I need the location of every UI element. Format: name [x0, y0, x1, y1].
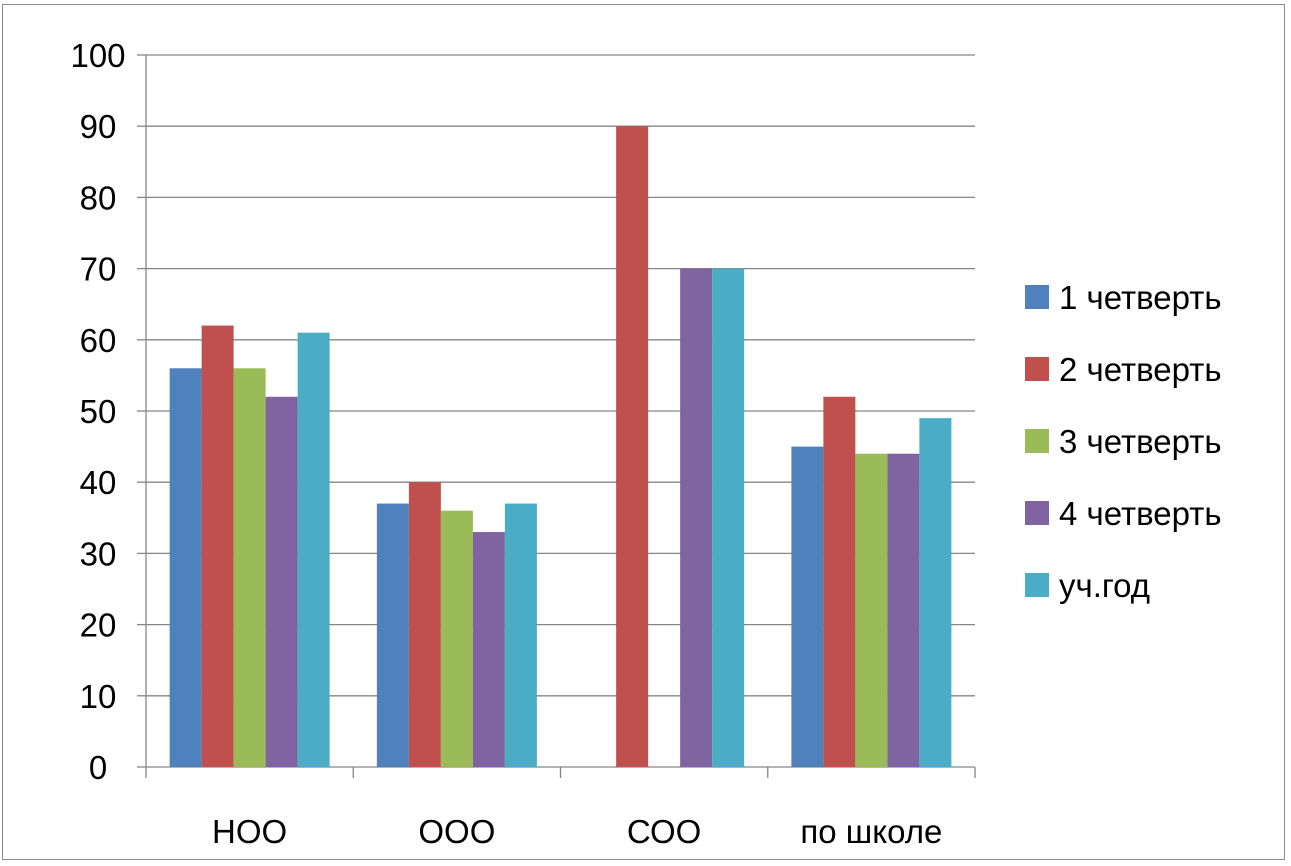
y-tick-label: 90 [80, 108, 117, 145]
bar-3-4 [680, 268, 713, 767]
bar-1-1 [169, 368, 202, 767]
bar-4-5 [919, 418, 952, 767]
x-tick-label: по школе [800, 813, 942, 850]
y-tick-label: 40 [80, 464, 117, 501]
y-tick-label: 10 [80, 678, 117, 715]
y-tick-label: 60 [80, 322, 117, 359]
y-tick-label: 50 [80, 393, 117, 430]
y-tick-label: 30 [80, 535, 117, 572]
bar-4-2 [823, 396, 856, 767]
legend-label: 4 четверть [1059, 495, 1222, 532]
bar-1-5 [297, 332, 330, 767]
legend-item: 4 четверть [1025, 495, 1222, 532]
legend-swatch [1025, 285, 1049, 309]
legend-item: 3 четверть [1025, 423, 1222, 460]
x-tick-label: ООО [418, 813, 495, 850]
legend-item: уч.год [1025, 567, 1150, 604]
legend-swatch [1025, 429, 1049, 453]
legend-label: 3 четверть [1059, 423, 1222, 460]
bar-2-1 [376, 503, 409, 767]
legend: 1 четверть 2 четверть 3 четверть 4 четверть… [1025, 279, 1222, 604]
y-tick-label: 100 [70, 37, 125, 74]
bars [169, 126, 952, 767]
bar-1-4 [265, 396, 298, 767]
bar-1-3 [233, 368, 266, 767]
bar-2-3 [440, 510, 473, 767]
y-tick-labels: 0 10 20 30 40 50 60 70 80 90 100 [70, 37, 125, 786]
y-tick-label: 0 [89, 749, 107, 786]
x-tick-label: СОО [627, 813, 701, 850]
legend-item: 2 четверть [1025, 351, 1222, 388]
bar-2-5 [504, 503, 537, 767]
legend-label: 2 четверть [1059, 351, 1222, 388]
legend-label: уч.год [1059, 567, 1150, 604]
bar-4-1 [791, 446, 824, 767]
y-tick-label: 80 [80, 179, 117, 216]
legend-swatch [1025, 357, 1049, 381]
bar-3-2 [616, 126, 649, 767]
legend-swatch [1025, 501, 1049, 525]
legend-item: 1 четверть [1025, 279, 1222, 316]
bar-4-3 [855, 453, 888, 767]
x-tick-label: НОО [212, 813, 287, 850]
bar-3-5 [712, 268, 745, 767]
bar-2-4 [472, 532, 505, 767]
legend-label: 1 четверть [1059, 279, 1222, 316]
bar-4-4 [887, 453, 920, 767]
y-tick-label: 20 [80, 607, 117, 644]
y-tick-label: 70 [80, 251, 117, 288]
bar-2-2 [408, 482, 441, 767]
x-tick-labels: НОО ООО СОО по школе [212, 813, 942, 850]
legend-swatch [1025, 573, 1049, 597]
bar-1-2 [201, 325, 234, 767]
